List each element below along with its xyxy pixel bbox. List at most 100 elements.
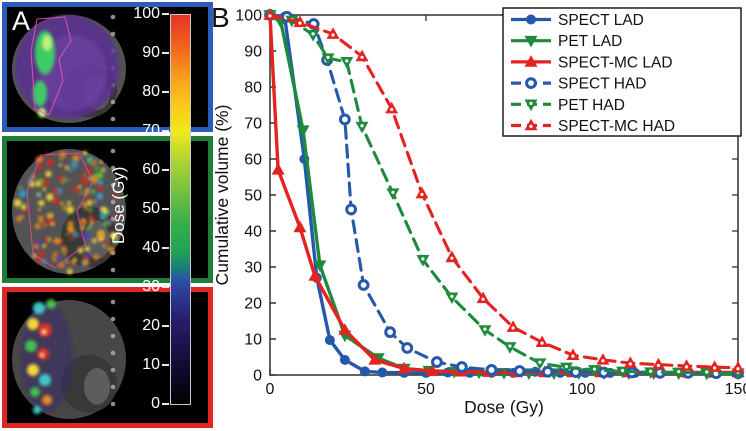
data-marker-hole xyxy=(391,190,395,194)
data-marker-hole xyxy=(564,364,568,369)
data-marker xyxy=(524,118,538,131)
legend-entry: SPECT LAD xyxy=(511,12,644,29)
legend-label: SPECT HAD xyxy=(558,76,646,93)
data-marker-hole xyxy=(511,326,515,330)
data-marker xyxy=(503,342,517,354)
colorbar-tick-label: 10 xyxy=(142,356,160,373)
data-marker xyxy=(377,367,388,378)
data-marker xyxy=(263,8,277,20)
x-tick-label: 100 xyxy=(569,381,596,398)
data-marker-hole xyxy=(620,368,625,373)
colorbar-tick-mark xyxy=(162,169,169,171)
colorbar-tick-mark xyxy=(162,52,169,54)
data-marker xyxy=(326,27,340,39)
data-marker-hole xyxy=(450,256,454,260)
data-marker xyxy=(708,360,722,372)
data-marker-hole xyxy=(649,369,653,373)
data-marker-hole xyxy=(571,354,575,358)
data-marker xyxy=(401,342,414,354)
data-marker-hole xyxy=(331,33,335,37)
data-marker xyxy=(293,220,307,233)
data-marker-hole xyxy=(705,370,709,374)
data-marker xyxy=(306,30,320,42)
data-marker-hole xyxy=(483,327,487,331)
data-marker xyxy=(596,353,610,365)
data-marker xyxy=(385,101,399,114)
y-tick-label: 30 xyxy=(244,260,262,277)
data-marker-hole xyxy=(713,366,717,370)
data-marker-hole xyxy=(360,124,364,128)
data-marker-hole xyxy=(360,55,364,59)
data-marker xyxy=(513,365,526,377)
y-axis-label: Cumulative volume (%) xyxy=(212,105,232,286)
colorbar-tick-mark xyxy=(162,13,169,15)
data-marker-hole xyxy=(628,362,632,366)
legend-entry: SPECT-MC HAD xyxy=(511,118,675,135)
data-marker xyxy=(680,359,694,371)
data-marker xyxy=(485,364,498,376)
data-marker xyxy=(340,57,354,69)
data-marker xyxy=(506,320,520,332)
x-tick-label: 0 xyxy=(266,381,275,398)
data-marker xyxy=(587,365,601,377)
data-marker-hole xyxy=(677,369,681,374)
data-marker xyxy=(535,335,549,348)
data-marker-hole xyxy=(529,124,533,128)
data-marker-hole xyxy=(390,107,394,112)
data-marker xyxy=(359,366,370,377)
data-marker-hole xyxy=(592,367,597,371)
data-marker xyxy=(478,325,492,337)
colorbar-tick-label: 20 xyxy=(142,317,160,334)
colorbar-tick-label: 50 xyxy=(142,200,160,217)
data-marker-hole xyxy=(736,367,740,371)
data-marker xyxy=(355,121,369,134)
data-marker-hole xyxy=(601,359,605,363)
data-marker xyxy=(455,361,468,373)
data-marker xyxy=(386,188,400,200)
x-tick-label: 150 xyxy=(725,381,746,398)
data-marker xyxy=(445,292,459,305)
data-marker xyxy=(296,125,310,137)
colorbar-tick-label: 70 xyxy=(142,122,160,139)
colorbar-tick-label: 80 xyxy=(142,83,160,100)
data-marker-hole xyxy=(345,59,349,63)
data-marker-hole xyxy=(481,297,485,301)
legend-label: SPECT-MC LAD xyxy=(558,54,673,71)
legend-label: PET HAD xyxy=(558,97,625,114)
data-marker-hole xyxy=(268,14,272,18)
legend: SPECT LAD PET LAD SPECT-MC LAD SPECT HAD PET… xyxy=(502,7,742,137)
data-marker xyxy=(384,326,397,339)
y-tick-label: 80 xyxy=(244,80,262,97)
colorbar-tick-label: 100 xyxy=(133,5,160,22)
y-tick-label: 70 xyxy=(244,116,262,133)
data-marker-hole xyxy=(450,294,454,298)
colorbar-tick-label: 60 xyxy=(142,161,160,178)
legend-box xyxy=(502,7,742,137)
data-marker xyxy=(425,364,439,376)
data-marker xyxy=(415,186,429,199)
data-marker xyxy=(524,35,538,48)
data-marker xyxy=(623,356,637,368)
data-marker xyxy=(357,279,370,291)
y-tick-label: 10 xyxy=(244,332,262,349)
data-marker xyxy=(731,361,745,373)
legend-entry: SPECT-MC LAD xyxy=(511,54,673,71)
panel-a-label: A xyxy=(12,6,31,36)
data-marker xyxy=(445,250,459,263)
x-axis-label: Dose (Gy) xyxy=(464,397,544,417)
data-marker xyxy=(526,14,536,25)
series-line xyxy=(268,13,740,370)
panel-a: 0 10 20 30 40 50 60 70 80 90 100 Dose (Gy) A xyxy=(0,0,218,431)
y-tick-label: 90 xyxy=(244,44,262,61)
data-marker xyxy=(476,291,490,304)
dose-volume-chart: 0 50 100 150 0 10 20 30 40 50 60 70 80 90 100 Dose (Gy)… xyxy=(212,7,746,417)
colorbar-tick-label: 30 xyxy=(142,278,160,295)
y-tick-label: 60 xyxy=(244,152,262,169)
legend-label: PET LAD xyxy=(558,33,622,50)
data-marker-hole xyxy=(508,344,512,348)
panel-b-label: B xyxy=(211,2,230,33)
colorbar-tick-mark xyxy=(162,286,169,288)
data-marker xyxy=(313,260,327,272)
dose-colorbar xyxy=(170,14,191,405)
